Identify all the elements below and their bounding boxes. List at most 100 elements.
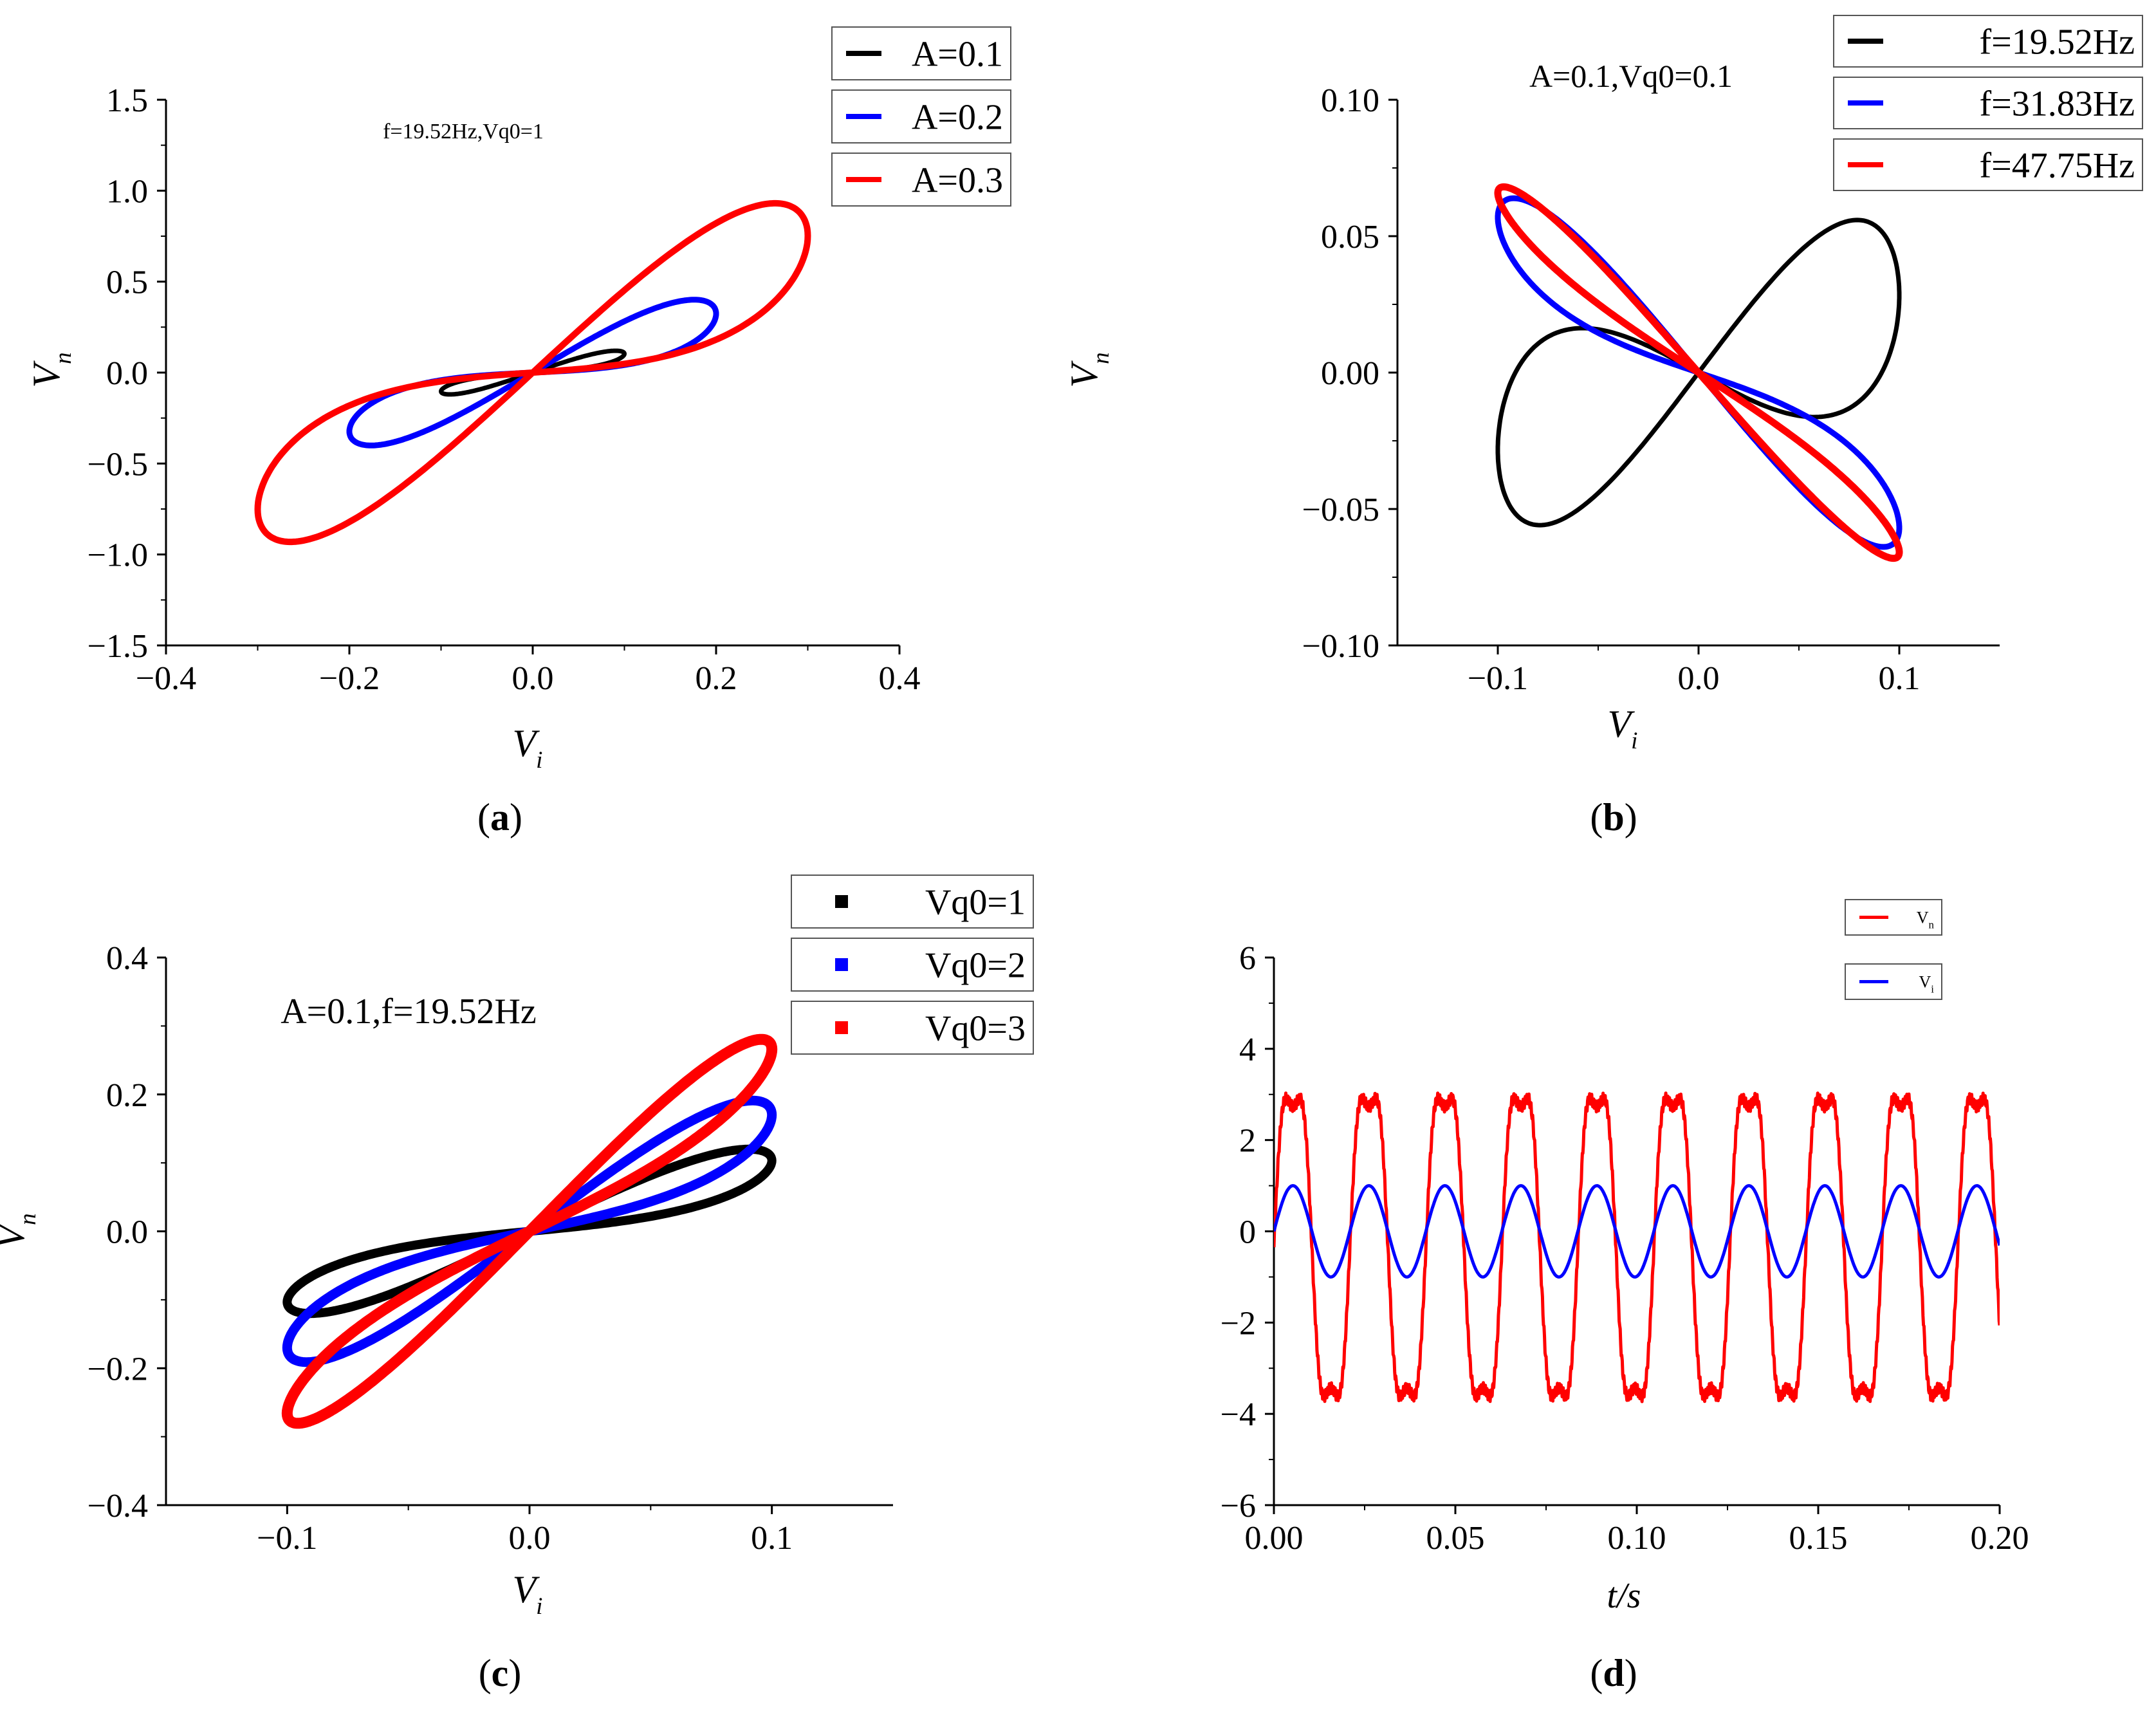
svg-text:Vi: Vi [1608,703,1638,754]
series-group [254,199,811,546]
legend: Vn Vi [1845,899,1942,1000]
y-tick-label: 0.4 [106,940,148,977]
series-group [281,1033,778,1429]
y-tick-label: −6 [1221,1488,1256,1524]
legend-box [791,938,1034,992]
legend-item: Vq0=1 [791,875,1034,929]
y-tick-label: −0.4 [88,1488,148,1524]
y-tick-label: 0.10 [1321,82,1379,119]
y-tick-label: −0.2 [88,1351,148,1387]
legend-label: A=0.2 [912,98,1003,138]
legend-marker [835,1021,848,1034]
y-tick-label: −0.05 [1302,492,1379,528]
legend-marker [835,895,848,908]
series-1-line [1274,1091,2000,1403]
legend-item: f=19.52Hz [1833,15,2143,68]
y-tick-label: −0.5 [88,446,148,483]
y-tick-label: 0.00 [1321,355,1379,392]
legend-item: A=0.1 [831,26,1011,80]
legend-item: A=0.2 [831,89,1011,144]
y-tick-label: −1.0 [88,537,148,574]
legend-label: Vn [1917,909,1935,931]
legend-item: f=47.75Hz [1833,138,2143,191]
x-axis-label: Vi [1608,703,1638,754]
x-tick-label: −0.2 [319,660,380,697]
legend-box [791,1001,1034,1055]
y-tick-label: −2 [1221,1305,1256,1342]
x-axis-label: t/s [1607,1576,1641,1616]
legend-box [1833,15,2143,68]
legend-label: Vi [1919,973,1935,995]
y-axis-label: Vn [1063,352,1114,387]
x-axis-label: Vi [513,1568,543,1620]
x-tick-label: 0.0 [1678,660,1720,697]
svg-text:Vn: Vn [0,1213,41,1248]
legend-marker [835,958,848,971]
y-tick-label: 1.5 [106,82,148,119]
y-tick-label: 0.0 [106,355,148,392]
x-tick-label: 0.05 [1426,1520,1485,1557]
svg-text:Vn: Vn [1063,352,1114,387]
legend: A=0.1 A=0.2 A=0.3 [831,26,1011,207]
legend-box [791,875,1034,929]
panel-b: −0.1 0.0 0.1 0.10 0.05 0.00 −0.05 −0.10 Vn Vi (b) A… [1063,15,2143,838]
x-tick-label: 0.0 [509,1520,551,1557]
panel-label: (d) [1590,1652,1637,1694]
legend-label: f=19.52Hz [1979,23,2135,62]
legend-label: A=0.3 [912,161,1003,201]
y-tick-label: 1.0 [106,173,148,210]
y-tick-label: −0.10 [1302,628,1379,665]
y-tick-label: 0 [1239,1214,1256,1251]
legend-item: Vq0=3 [791,1001,1034,1055]
panel-label: (a) [477,796,522,838]
legend-label: f=31.83Hz [1979,84,2135,124]
series-group [1494,183,1903,562]
y-tick-label: 0.0 [106,1214,148,1251]
legend-item: Vn [1845,899,1942,936]
legend-label: f=47.75Hz [1979,146,2135,186]
legend-box [1833,77,2143,129]
x-tick-label: 0.0 [512,660,554,697]
x-tick-label: 0.00 [1245,1520,1304,1557]
legend: f=19.52Hz f=31.83Hz f=47.75Hz [1833,15,2143,191]
x-tick-label: 0.1 [751,1520,793,1557]
y-tick-label: 4 [1239,1032,1256,1068]
panel-c: −0.1 0.0 0.1 0.4 0.2 0.0 −0.2 −0.4 Vn Vi (c) A=0.1,… [0,875,1034,1694]
x-tick-label: 0.4 [879,660,921,697]
x-tick-label: 0.15 [1789,1520,1848,1557]
x-tick-label: −0.4 [136,660,196,697]
y-tick-label: 0.2 [106,1077,148,1114]
y-tick-label: −4 [1221,1396,1256,1433]
legend-item: A=0.3 [831,153,1011,207]
legend-box [1833,138,2143,191]
series-2-line [1274,1184,2000,1279]
panel-label: (b) [1590,796,1637,838]
svg-text:Vi: Vi [513,1568,543,1620]
legend-label: Vq0=3 [925,1009,1026,1049]
y-tick-label: 0.05 [1321,219,1379,255]
legend-label: Vq0=2 [925,946,1026,986]
y-tick-label: 6 [1239,940,1256,977]
series-3-line [1494,183,1903,562]
chart-annotation: f=19.52Hz,Vq0=1 [383,120,544,144]
svg-text:Vn: Vn [25,352,77,387]
y-tick-label: −1.5 [88,628,148,665]
legend-item: Vq0=2 [791,938,1034,992]
x-axis-label: Vi [513,722,543,773]
legend: Vq0=1 Vq0=2 Vq0=3 [791,875,1034,1055]
x-tick-label: 0.20 [1971,1520,2029,1557]
x-tick-label: −0.1 [257,1520,317,1557]
legend-item: Vi [1845,963,1942,1000]
svg-text:Vi: Vi [513,722,543,773]
series-3-line [281,1033,778,1429]
x-tick-label: 0.2 [696,660,737,697]
x-tick-label: 0.10 [1608,1520,1666,1557]
y-axis-label: Vn [25,352,77,387]
legend-item: f=31.83Hz [1833,77,2143,129]
y-axis-label: Vn [0,1213,41,1248]
series-group [1274,1091,2000,1403]
y-tick-label: 2 [1239,1123,1256,1160]
panel-a: −0.4 −0.2 0.0 0.2 0.4 1.5 1.0 0.5 0.0 −0.5 −1.0 −1.… [25,26,1011,838]
chart-annotation: A=0.1,f=19.52Hz [281,992,537,1032]
